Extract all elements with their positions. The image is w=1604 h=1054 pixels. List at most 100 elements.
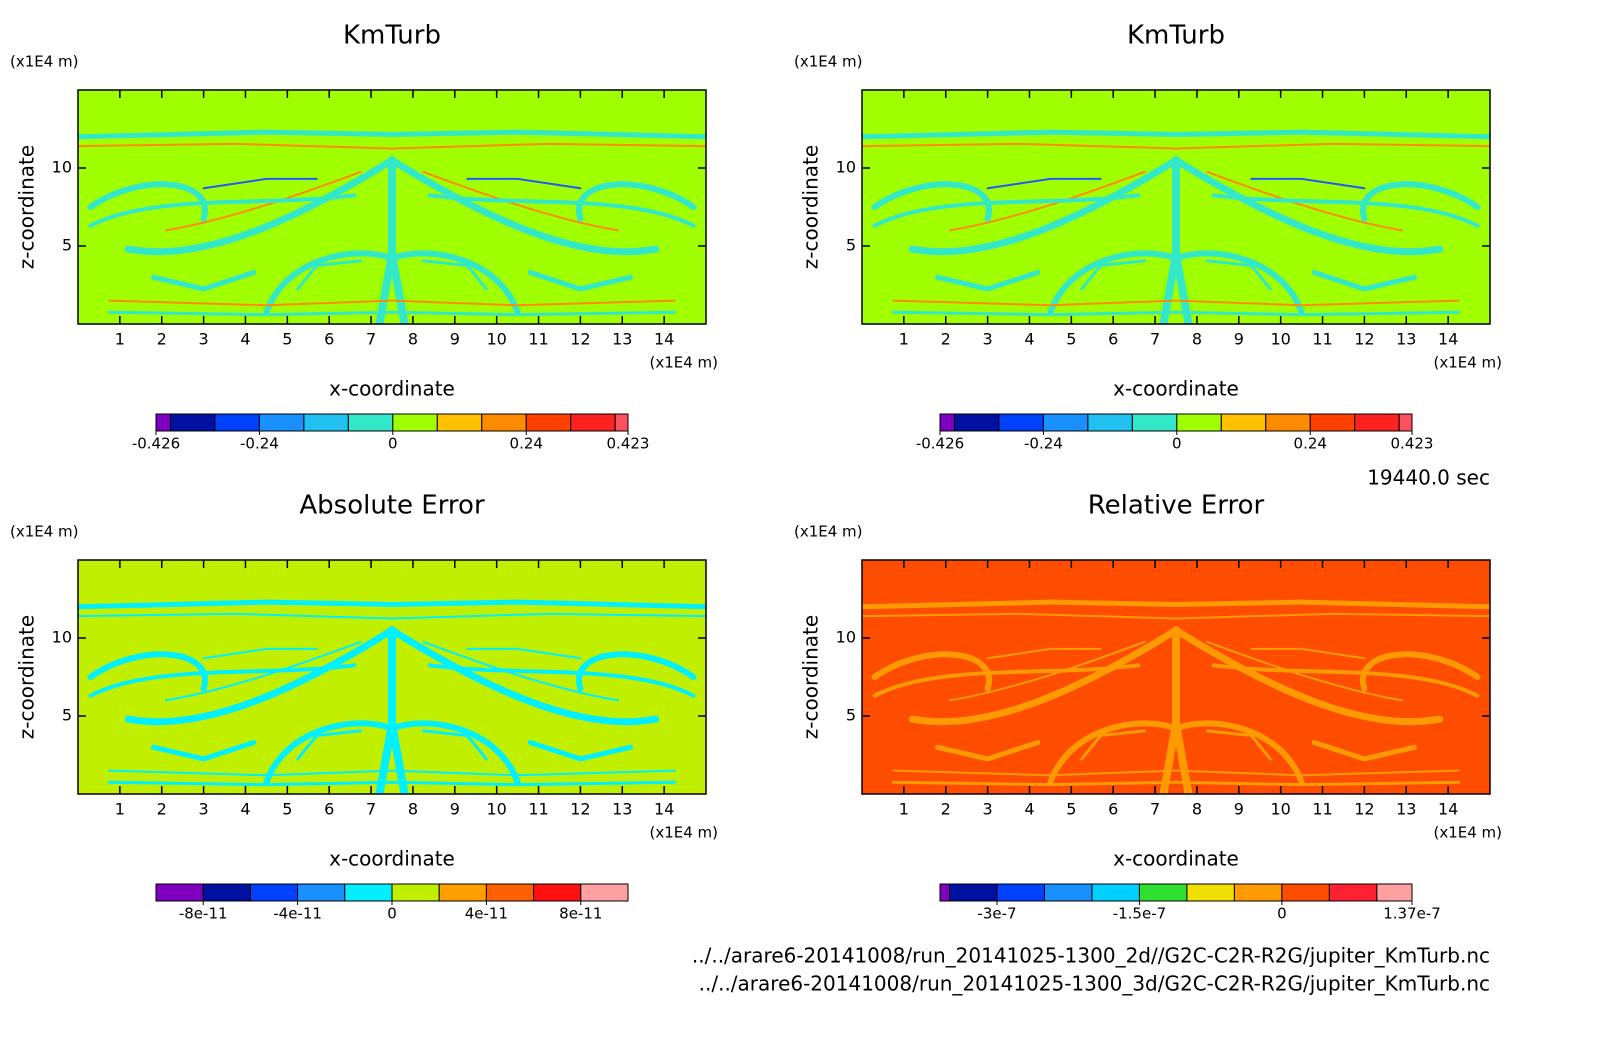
y-tick-label: 5 (62, 706, 72, 725)
contour-field (78, 560, 706, 794)
x-tick-label: 5 (282, 800, 292, 819)
contour-band (296, 729, 363, 761)
x-tick-label: 8 (1192, 800, 1202, 819)
contour-band (427, 663, 696, 698)
colorbar-segment (297, 883, 346, 902)
contour-band (891, 310, 1178, 317)
contour-band (1173, 250, 1305, 316)
panel-title: Relative Error (1088, 491, 1265, 521)
x-tick-label: 13 (1396, 800, 1416, 819)
x-axis-label: x-coordinate (1113, 377, 1239, 401)
colorbar-segment (392, 413, 438, 432)
colorbar-segment (1043, 883, 1093, 902)
colorbar-segment (214, 413, 260, 432)
colorbar-segment (344, 883, 393, 902)
contour-band (871, 181, 992, 222)
colorbar-segment (169, 413, 216, 432)
x-tick-label: 13 (612, 330, 632, 349)
contour-band (908, 626, 1180, 726)
x-tick-label: 10 (1270, 800, 1290, 819)
colorbar-segment (1281, 883, 1330, 902)
contour-field (78, 90, 706, 324)
contour-band (466, 647, 582, 660)
y-unit: (x1E4 m) (10, 53, 79, 71)
panel: Relative Error (x1E4 m) (x1E4 m) x-coordina… (794, 491, 1502, 923)
contour-band (1047, 720, 1179, 786)
colorbar-segment (1176, 413, 1222, 432)
contour-band (908, 156, 1180, 256)
x-tick-label: 5 (1066, 800, 1076, 819)
colorbar-tick-label: 4e-11 (465, 905, 508, 923)
x-tick-label: 5 (1066, 330, 1076, 349)
x-tick-label: 12 (570, 800, 590, 819)
contour-band (872, 663, 1141, 698)
x-tick-label: 2 (157, 330, 167, 349)
x-tick-label: 14 (654, 330, 674, 349)
colorbar-tick-label: -0.426 (916, 435, 964, 453)
x-tick-label: 13 (1396, 330, 1416, 349)
x-tick-label: 10 (486, 800, 506, 819)
colorbar-tick-label: 1.37e-7 (1383, 905, 1441, 923)
colorbar-segment (1087, 413, 1133, 432)
y-unit: (x1E4 m) (794, 53, 863, 71)
colorbar-segment (1354, 413, 1400, 432)
x-tick-label: 2 (157, 800, 167, 819)
colorbar-tick-label: 0 (387, 905, 397, 923)
contour-band (1173, 720, 1305, 786)
contour-band (389, 129, 706, 140)
x-tick-label: 1 (899, 330, 909, 349)
contour-band (296, 259, 363, 291)
contour-band (1080, 729, 1147, 761)
contour-band (391, 612, 706, 620)
x-tick-label: 11 (1312, 330, 1332, 349)
colorbar-tick-label: 0.24 (510, 435, 543, 453)
colorbar-tick-label: -4e-11 (273, 905, 322, 923)
x-tick-label: 9 (450, 330, 460, 349)
colorbar-segment (1220, 413, 1267, 432)
x-tick-label: 8 (1192, 330, 1202, 349)
colorbar-segment (155, 883, 204, 902)
colorbar-segment (391, 883, 440, 902)
contour-band (88, 193, 357, 228)
colorbar-tick-label: -1.5e-7 (1113, 905, 1166, 923)
x-tick-label: 11 (1312, 800, 1332, 819)
contour-band (872, 193, 1141, 228)
contour-band (527, 740, 634, 762)
colorbar-segment (1138, 883, 1188, 902)
contour-band (1250, 647, 1366, 660)
contour-band (391, 142, 706, 150)
contour-band (391, 769, 676, 777)
y-unit: (x1E4 m) (10, 523, 79, 541)
contour-band (78, 612, 393, 620)
y-tick-label: 5 (846, 706, 856, 725)
colorbar-tick-label: 0 (1277, 905, 1287, 923)
contour-band (1174, 310, 1461, 317)
colorbar-segment (525, 413, 572, 432)
colorbar-segment (347, 413, 394, 432)
time-label: 19440.0 sec (1367, 466, 1490, 490)
colorbar-tick-label: 0.423 (1391, 435, 1434, 453)
x-tick-label: 11 (528, 330, 548, 349)
contour-band (1173, 129, 1490, 140)
contour-band (934, 740, 1041, 762)
contour-band (421, 259, 488, 291)
x-tick-label: 6 (1108, 800, 1118, 819)
x-unit: (x1E4 m) (1433, 824, 1502, 842)
colorbar-segment (948, 883, 998, 902)
y-tick-label: 5 (62, 236, 72, 255)
contour-band (527, 270, 634, 292)
contour-band (150, 740, 257, 762)
contour-band (422, 170, 620, 232)
x-tick-label: 11 (528, 800, 548, 819)
colorbar-segment (485, 883, 535, 902)
x-tick-label: 6 (324, 800, 334, 819)
file-path: ../../arare6-20141008/run_20141025-1300_… (692, 944, 1490, 968)
colorbar-segment (1376, 883, 1413, 902)
x-tick-label: 3 (199, 800, 209, 819)
colorbar-segment (481, 413, 527, 432)
contour-band (389, 720, 521, 786)
x-tick-label: 8 (408, 800, 418, 819)
contour-band (1360, 181, 1481, 222)
panel-title: KmTurb (343, 21, 441, 51)
x-tick-label: 4 (1024, 800, 1034, 819)
